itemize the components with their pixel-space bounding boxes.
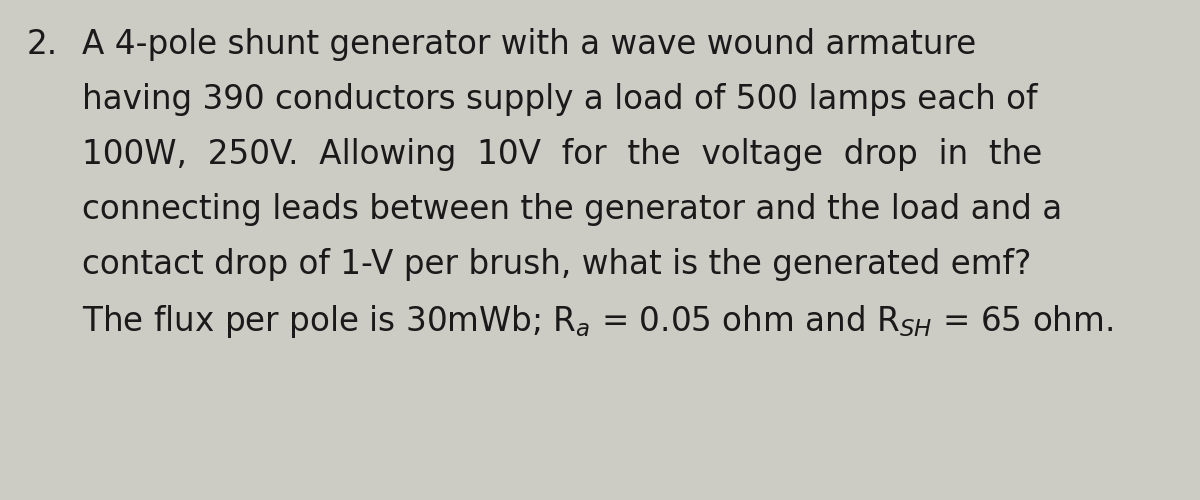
Text: The flux per pole is 30mWb; R$_a$ = 0.05 ohm and R$_{SH}$ = 65 ohm.: The flux per pole is 30mWb; R$_a$ = 0.05… (82, 303, 1112, 340)
Text: A 4-pole shunt generator with a wave wound armature: A 4-pole shunt generator with a wave wou… (82, 28, 976, 61)
Text: contact drop of 1-V per brush, what is the generated emf?: contact drop of 1-V per brush, what is t… (82, 248, 1031, 281)
Text: connecting leads between the generator and the load and a: connecting leads between the generator a… (82, 193, 1062, 226)
Text: having 390 conductors supply a load of 500 lamps each of: having 390 conductors supply a load of 5… (82, 83, 1037, 116)
Text: 2.: 2. (26, 28, 58, 61)
Text: 100W,  250V.  Allowing  10V  for  the  voltage  drop  in  the: 100W, 250V. Allowing 10V for the voltage… (82, 138, 1042, 171)
